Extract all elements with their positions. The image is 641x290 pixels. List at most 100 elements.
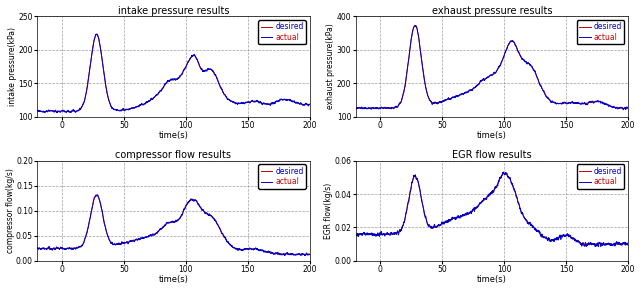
desired — [352, 106, 360, 110]
actual — [53, 111, 61, 115]
actual — [97, 46, 104, 50]
desired — [524, 61, 531, 65]
X-axis label: time(s): time(s) — [477, 131, 507, 140]
desired — [499, 171, 507, 175]
Line: desired: desired — [356, 173, 628, 245]
Legend: desired, actual: desired, actual — [258, 20, 306, 44]
desired — [544, 237, 551, 241]
Title: intake pressure results: intake pressure results — [118, 6, 229, 16]
desired — [97, 46, 104, 50]
desired — [306, 253, 313, 256]
desired — [93, 32, 101, 36]
desired — [33, 109, 41, 113]
X-axis label: time(s): time(s) — [158, 131, 188, 140]
actual — [524, 222, 531, 225]
desired — [297, 253, 305, 257]
X-axis label: time(s): time(s) — [158, 276, 188, 284]
Line: desired: desired — [37, 195, 310, 255]
desired — [93, 193, 101, 197]
desired — [624, 243, 632, 246]
Legend: desired, actual: desired, actual — [258, 164, 306, 188]
desired — [306, 253, 313, 256]
actual — [288, 99, 296, 103]
actual — [275, 252, 283, 255]
actual — [288, 252, 296, 256]
desired — [594, 100, 601, 103]
Title: exhaust pressure results: exhaust pressure results — [431, 6, 552, 16]
actual — [205, 213, 213, 217]
actual — [415, 36, 422, 39]
actual — [544, 96, 551, 99]
actual — [33, 109, 41, 113]
desired — [352, 233, 360, 236]
Line: actual: actual — [356, 172, 628, 246]
actual — [412, 24, 419, 27]
actual — [524, 61, 531, 65]
actual — [544, 238, 551, 242]
Y-axis label: exhaust pressure(kPa): exhaust pressure(kPa) — [326, 23, 335, 109]
Y-axis label: intake pressure(kPa): intake pressure(kPa) — [8, 27, 17, 106]
desired — [624, 106, 632, 110]
Line: desired: desired — [356, 26, 628, 109]
actual — [499, 170, 507, 174]
actual — [306, 103, 313, 106]
Line: actual: actual — [356, 26, 628, 110]
desired — [97, 202, 104, 205]
desired — [205, 67, 213, 71]
Line: actual: actual — [37, 195, 310, 256]
desired — [594, 242, 601, 246]
desired — [288, 99, 296, 103]
desired — [226, 242, 233, 246]
actual — [306, 253, 313, 256]
actual — [595, 245, 603, 248]
desired — [619, 107, 627, 111]
desired — [415, 182, 422, 186]
actual — [624, 107, 631, 110]
actual — [606, 243, 614, 247]
desired — [275, 99, 283, 103]
desired — [580, 243, 588, 247]
desired — [624, 243, 631, 246]
Line: actual: actual — [37, 34, 310, 113]
desired — [306, 103, 313, 106]
desired — [606, 104, 614, 108]
desired — [226, 98, 233, 102]
actual — [205, 68, 213, 71]
desired — [415, 37, 422, 40]
actual — [624, 106, 632, 110]
actual — [275, 99, 283, 103]
Title: compressor flow results: compressor flow results — [115, 150, 231, 160]
actual — [226, 98, 233, 102]
actual — [415, 182, 422, 185]
Line: desired: desired — [37, 34, 310, 112]
actual — [94, 193, 101, 197]
desired — [275, 252, 283, 255]
desired — [306, 103, 313, 106]
actual — [33, 246, 41, 250]
desired — [606, 243, 614, 246]
Legend: desired, actual: desired, actual — [577, 164, 624, 188]
actual — [594, 99, 601, 103]
Y-axis label: EGR flow(kg/s): EGR flow(kg/s) — [324, 183, 333, 239]
desired — [524, 220, 531, 223]
actual — [594, 242, 601, 245]
actual — [97, 201, 104, 204]
actual — [624, 243, 631, 246]
Legend: desired, actual: desired, actual — [577, 20, 624, 44]
actual — [306, 102, 313, 106]
actual — [92, 32, 100, 36]
desired — [544, 96, 551, 99]
Title: EGR flow results: EGR flow results — [452, 150, 531, 160]
desired — [205, 213, 213, 217]
actual — [226, 242, 233, 245]
desired — [56, 110, 63, 114]
actual — [619, 108, 627, 111]
actual — [301, 254, 309, 258]
Y-axis label: compressor flow(kg/s): compressor flow(kg/s) — [6, 168, 15, 253]
actual — [606, 104, 614, 108]
actual — [624, 243, 632, 247]
desired — [624, 106, 631, 110]
X-axis label: time(s): time(s) — [477, 276, 507, 284]
actual — [352, 233, 360, 236]
actual — [306, 253, 313, 256]
